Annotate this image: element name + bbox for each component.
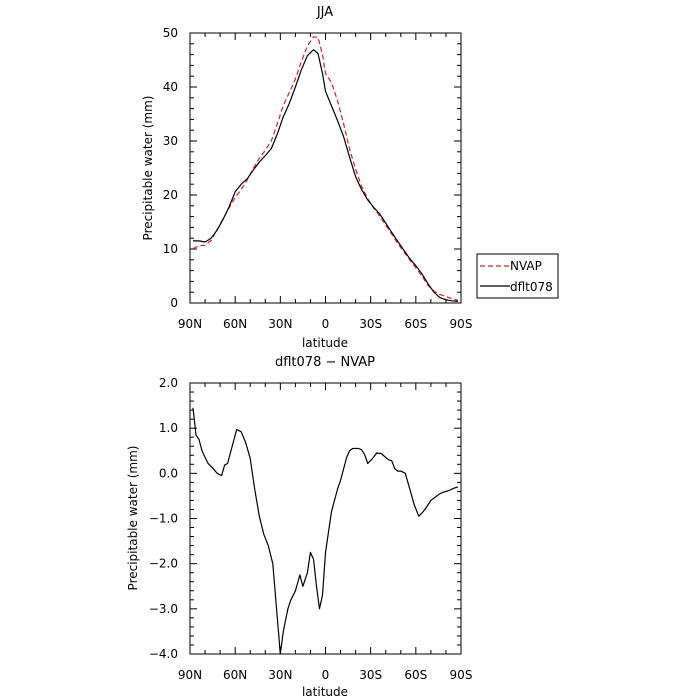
top-x-tick-label: 90S	[450, 317, 473, 331]
bottom-x-tick-label: 30N	[268, 668, 292, 682]
top-series-line-dflt078	[193, 49, 459, 302]
bottom-x-tick-label: 90S	[450, 668, 473, 682]
top-y-tick-label: 50	[163, 26, 178, 40]
top-y-tick-label: 10	[163, 242, 178, 256]
bottom-chart-title: dflt078 − NVAP	[275, 355, 375, 370]
bottom-x-tick-label: 90N	[178, 668, 202, 682]
bottom-y-tick-label: 1.0	[159, 421, 178, 435]
top-x-tick-label: 60N	[223, 317, 247, 331]
bottom-y-tick-label: −4.0	[149, 647, 178, 661]
top-axes-ticks: 90N 60N 30N 0 30S 60S 90S 0 10 20 30 40 50	[163, 26, 473, 331]
bottom-y-tick-label: −1.0	[149, 512, 178, 526]
bottom-y-tick-label: −2.0	[149, 557, 178, 571]
top-x-tick-label: 90N	[178, 317, 202, 331]
bottom-x-tick-label: 30S	[359, 668, 382, 682]
top-y-tick-label: 40	[163, 80, 178, 94]
bottom-series-line-difference	[192, 407, 459, 655]
bottom-series-lines	[192, 407, 459, 655]
bottom-y-tick-label: 0.0	[159, 466, 178, 480]
top-y-axis-label: Precipitable water (mm)	[141, 96, 155, 241]
top-y-tick-label: 30	[163, 134, 178, 148]
top-x-tick-label: 30S	[359, 317, 382, 331]
legend-label-dflt078: dflt078	[510, 280, 553, 294]
bottom-y-axis-label: Precipitable water (mm)	[126, 446, 140, 591]
legend-label-nvap: NVAP	[510, 259, 542, 273]
legend-box	[476, 253, 559, 299]
bottom-x-axis-label: latitude	[302, 685, 348, 699]
bottom-y-tick-label: 2.0	[159, 376, 178, 390]
top-series-line-nvap	[192, 36, 459, 301]
top-plot-frame	[189, 32, 462, 304]
top-x-axis-label: latitude	[302, 336, 348, 350]
top-y-tick-label: 0	[170, 296, 178, 310]
top-chart-title: JJA	[316, 5, 333, 20]
bottom-axes-ticks: 90N 60N 30N 0 30S 60S 90S −4.0 −3.0 −2.0 −1.0 0.0 1.…	[149, 376, 473, 682]
top-x-tick-label: 30N	[268, 317, 292, 331]
bottom-y-tick-label: −3.0	[149, 602, 178, 616]
top-panel: JJA 90N 60N 30N 0 30S 60S 90S 0 10 20 30 40 50 latit…	[141, 5, 559, 350]
bottom-panel: dflt078 − NVAP 90N 60N 30N 0 30S 60S 90S −4.0 −3…	[126, 355, 472, 699]
bottom-x-tick-label: 0	[322, 668, 330, 682]
top-x-tick-label: 0	[322, 317, 330, 331]
top-y-tick-label: 20	[163, 188, 178, 202]
top-x-tick-label: 60S	[404, 317, 427, 331]
top-series-lines	[192, 36, 459, 302]
legend: NVAP dflt078	[476, 253, 559, 299]
bottom-x-tick-label: 60S	[404, 668, 427, 682]
bottom-x-tick-label: 60N	[223, 668, 247, 682]
bottom-plot-frame	[189, 382, 462, 655]
